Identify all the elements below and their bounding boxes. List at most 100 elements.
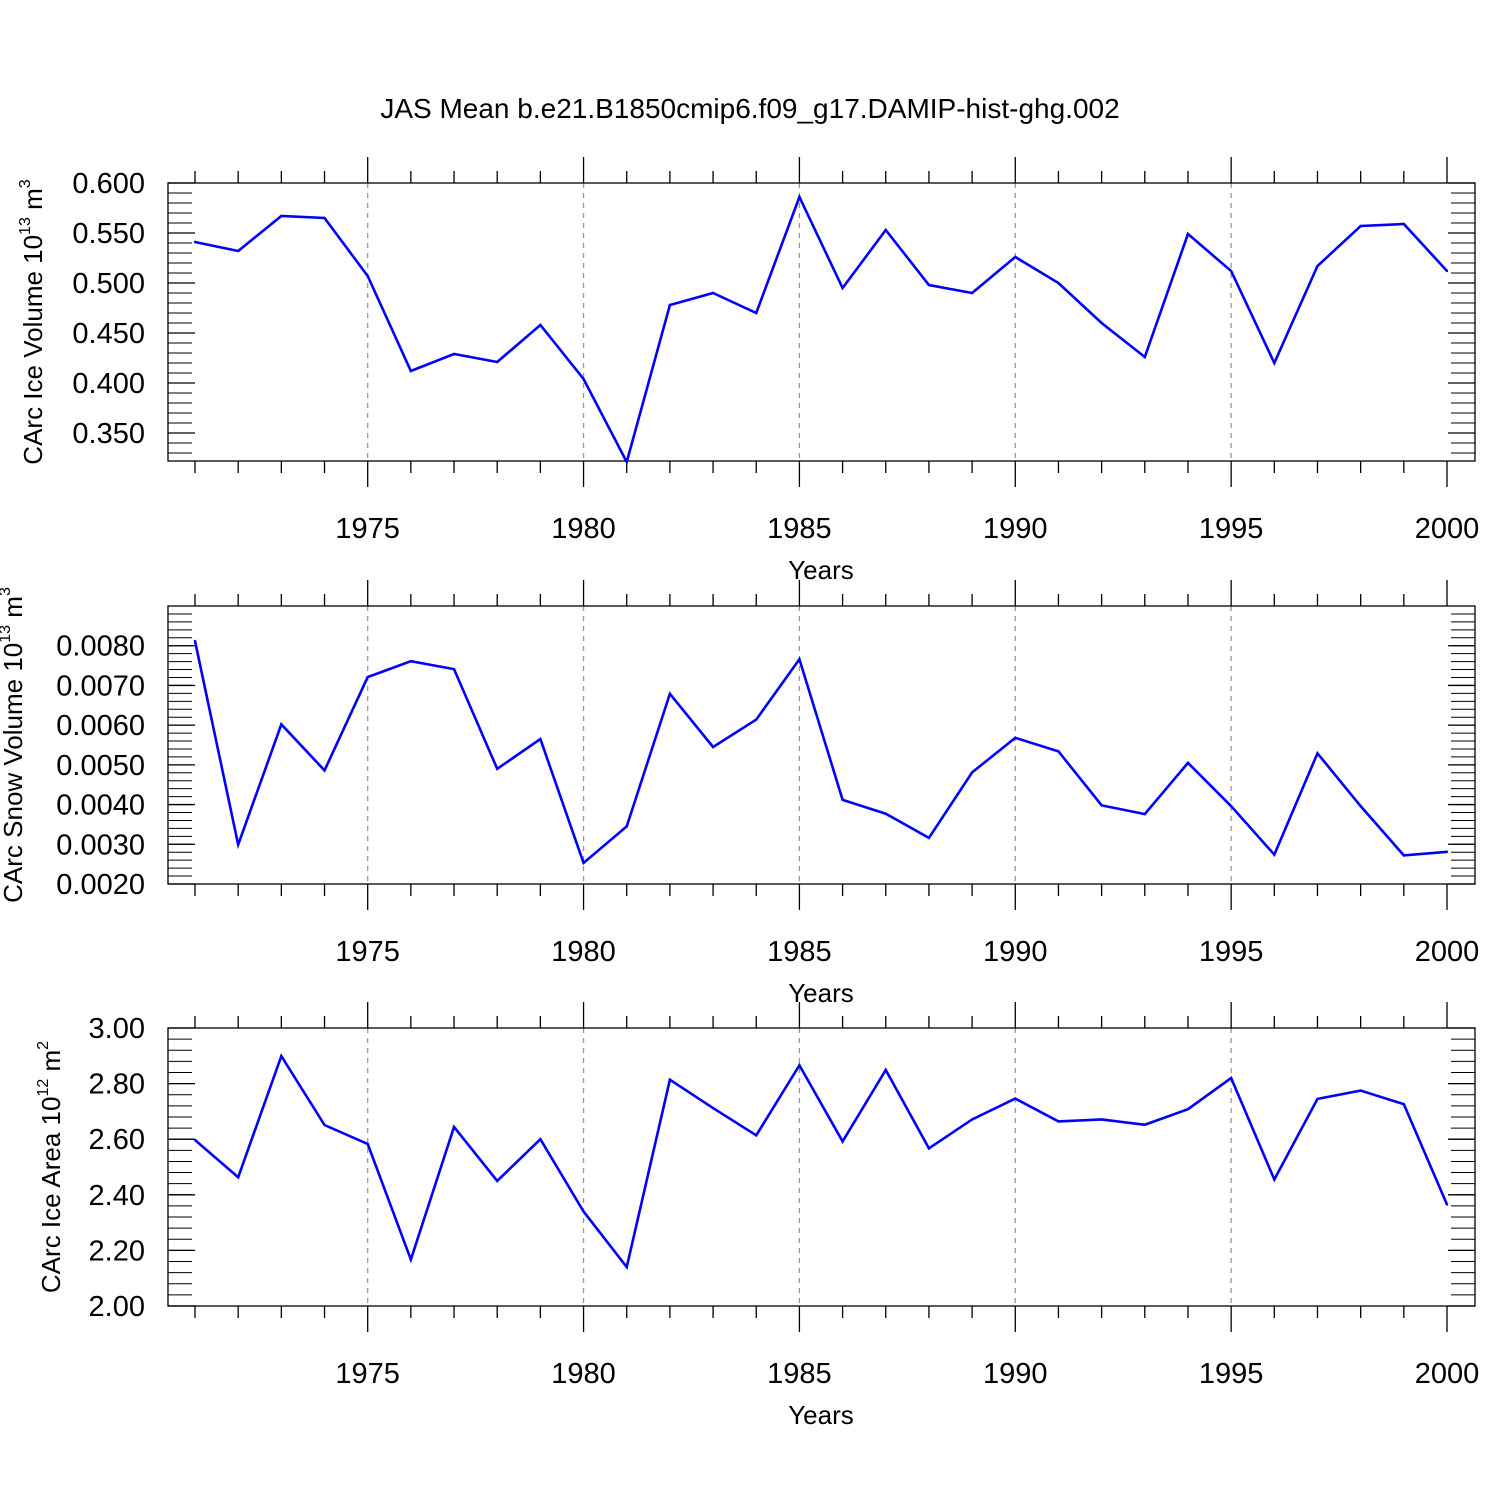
y-axis-title-superscript: 2 xyxy=(35,1041,52,1050)
data-point xyxy=(1229,1076,1233,1080)
y-tick-label: 0.450 xyxy=(72,318,145,350)
data-point xyxy=(625,825,628,828)
data-point xyxy=(409,369,413,373)
x-tick-label: 1985 xyxy=(767,513,832,545)
y-tick-label: 0.400 xyxy=(72,368,145,400)
y-tick-label: 0.600 xyxy=(72,168,145,200)
y-tick-label: 0.0020 xyxy=(56,869,145,901)
data-point xyxy=(452,667,456,671)
series-line-1 xyxy=(194,193,1448,466)
y-tick-label: 2.20 xyxy=(89,1235,145,1267)
data-point xyxy=(1014,736,1017,740)
data-point xyxy=(970,771,974,774)
y-axis-title-part: CArc Ice Area 10 xyxy=(36,1097,66,1294)
data-point xyxy=(668,692,672,695)
x-tick-label: 1990 xyxy=(983,936,1048,968)
y-tick-label: 0.0080 xyxy=(56,631,145,663)
data-point xyxy=(755,311,758,315)
x-tick-label: 1995 xyxy=(1199,513,1264,545)
data-point xyxy=(193,240,197,244)
data-point xyxy=(366,1142,369,1146)
data-point xyxy=(409,1258,413,1261)
data-point xyxy=(755,718,758,721)
data-point xyxy=(1445,269,1449,273)
data-point xyxy=(539,1138,542,1141)
data-point xyxy=(539,737,542,741)
data-point xyxy=(625,1265,628,1269)
y-axis-title-superscript: 3 xyxy=(0,587,14,596)
data-point xyxy=(1143,812,1146,816)
y-tick-label: 2.40 xyxy=(89,1180,145,1212)
data-point xyxy=(582,1210,585,1213)
y-axis-title: CArc Ice Area 1012 m2 xyxy=(35,1041,66,1293)
x-axis-title: Years xyxy=(788,1400,854,1430)
data-point xyxy=(496,1179,499,1183)
x-tick-label: 1990 xyxy=(983,1358,1048,1390)
data-point xyxy=(1316,1097,1319,1101)
data-point xyxy=(496,360,499,364)
data-point xyxy=(539,323,542,327)
x-tick-label: 2000 xyxy=(1415,936,1480,968)
data-point xyxy=(280,1054,283,1058)
y-tick-label: 2.80 xyxy=(89,1069,145,1101)
x-tick-label: 1995 xyxy=(1199,1358,1264,1390)
y-axis-title: CArc Ice Volume 1013 m3 xyxy=(17,179,48,464)
data-point xyxy=(1273,361,1276,365)
data-point xyxy=(236,843,240,846)
data-point xyxy=(1316,264,1319,268)
x-tick-label: 1985 xyxy=(767,936,832,968)
data-point xyxy=(1273,853,1276,856)
y-axis-title-part: CArc Snow Volume 10 xyxy=(0,643,28,903)
data-point xyxy=(366,675,369,679)
data-point xyxy=(1057,750,1060,753)
y-axis-title: CArc Snow Volume 1013 m3 xyxy=(0,587,28,903)
data-point xyxy=(1316,752,1319,755)
x-tick-label: 2000 xyxy=(1415,513,1480,545)
data-point xyxy=(452,352,456,356)
data-point xyxy=(1359,804,1362,808)
data-point xyxy=(1402,222,1406,226)
data-point xyxy=(1186,1107,1190,1111)
chart-panels: 0.350 0.400 0.450 0.500 0.550 0.600 1975 1980 19… xyxy=(0,157,1479,1430)
data-point xyxy=(1359,1089,1362,1092)
plot-frame xyxy=(167,182,1476,462)
data-point xyxy=(1100,321,1103,325)
series-line-2 xyxy=(193,640,1448,866)
y-axis-title-superscript: 12 xyxy=(35,1079,52,1097)
x-tick-label: 1975 xyxy=(335,936,400,968)
data-point xyxy=(1100,1118,1103,1121)
y-axis-title-part: CArc Ice Volume 10 xyxy=(18,235,48,465)
x-tick-label: 1995 xyxy=(1199,936,1264,968)
panel-3: 2.00 2.20 2.40 2.60 2.80 3.00 1975 1980 1985 1990… xyxy=(35,1002,1479,1430)
data-point xyxy=(1445,1203,1449,1206)
data-point xyxy=(1273,1178,1276,1181)
data-point xyxy=(1057,1120,1060,1123)
panel-2: 0.0020 0.0030 0.0040 0.0050 0.0060 0.0070 0.00… xyxy=(0,580,1479,1008)
data-point xyxy=(1229,804,1233,808)
data-point xyxy=(193,639,197,643)
x-tick-label: 1975 xyxy=(335,1358,400,1390)
x-axis-title: Years xyxy=(788,555,854,585)
data-point xyxy=(755,1134,758,1137)
y-axis-title-superscript: 3 xyxy=(17,179,34,188)
data-point xyxy=(798,195,801,199)
data-point xyxy=(927,836,931,840)
y-tick-label: 0.0070 xyxy=(56,670,145,702)
data-point xyxy=(841,286,844,290)
data-point xyxy=(1100,804,1103,807)
data-point xyxy=(1186,232,1190,236)
series-line-3 xyxy=(194,1053,1449,1271)
data-point xyxy=(236,1176,240,1179)
data-point xyxy=(884,1068,887,1072)
data-point xyxy=(323,769,326,772)
y-axis-title-superscript: 13 xyxy=(0,625,14,643)
data-point xyxy=(927,283,931,287)
x-axis-title: Years xyxy=(788,978,854,1008)
x-tick-label: 1975 xyxy=(335,513,400,545)
data-point xyxy=(1057,281,1060,285)
data-point xyxy=(970,1118,974,1121)
data-point xyxy=(582,861,585,865)
data-point xyxy=(323,1123,326,1127)
data-point xyxy=(927,1147,931,1150)
